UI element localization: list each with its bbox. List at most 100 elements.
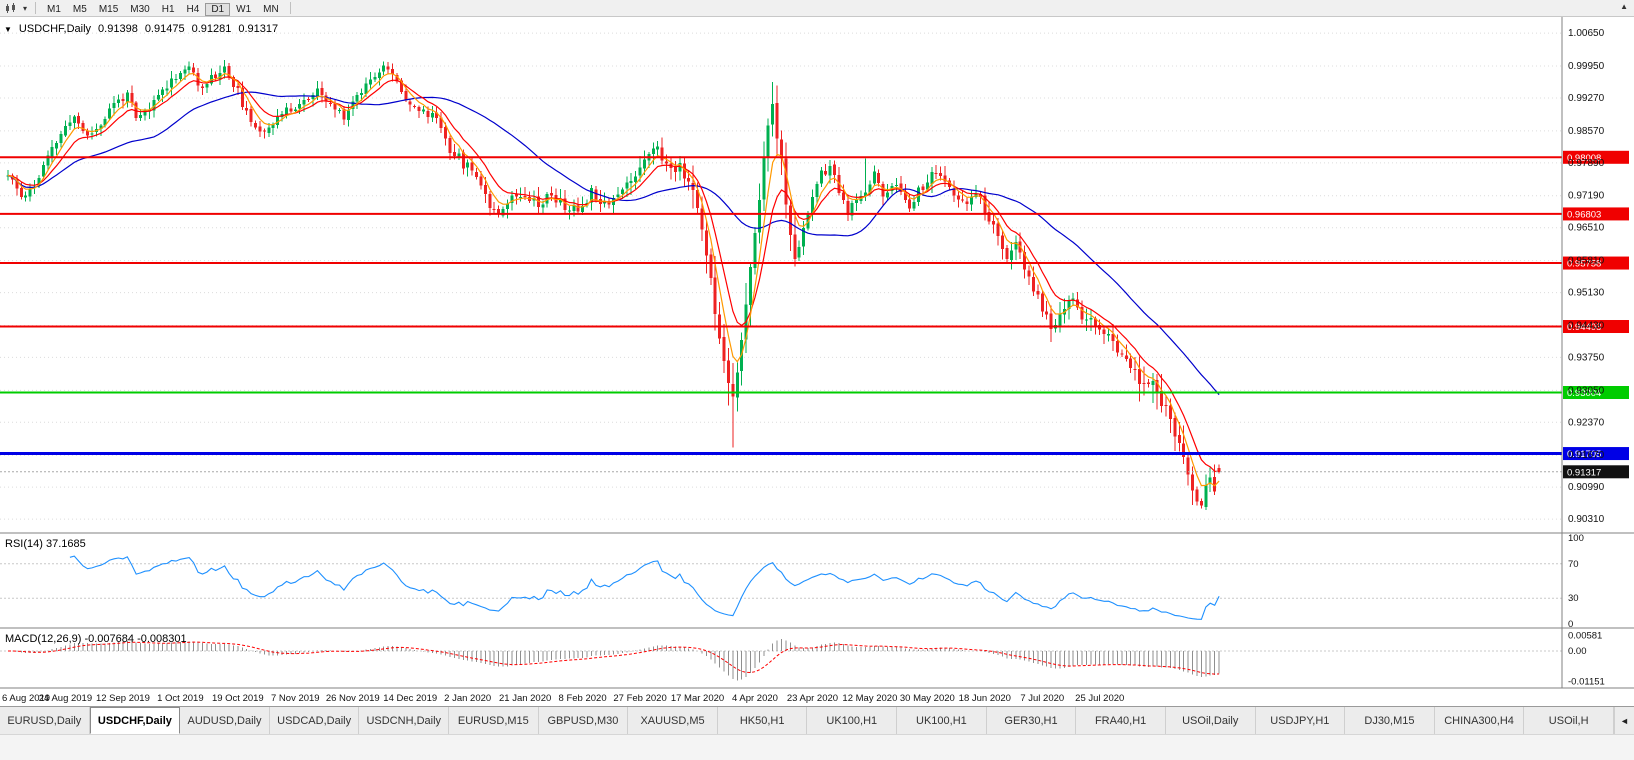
ema5-line[interactable] [7,72,1220,487]
hline-price-tag[interactable] [1563,447,1629,461]
rsi-axis-label: 100 [1568,533,1584,544]
main-price-panel [0,32,1562,520]
current-price-tag [1563,465,1629,479]
date-axis-label: 24 Aug 2019 [39,693,92,704]
date-axis-label: 12 Sep 2019 [96,693,150,704]
ohlc-close: 0.91317 [238,23,279,35]
price-axis-label: 0.95130 [1568,288,1605,299]
chart-tab[interactable]: FRA40,H1 [1076,707,1166,734]
price-axis-label: 0.94430 [1568,320,1605,331]
date-axis-label: 1 Oct 2019 [157,693,203,704]
date-axis[interactable] [0,688,1562,706]
chart-canvas[interactable]: 0.98008 0.96803 0.95758 0.94408 0.93004 0.917… [0,17,1634,706]
price-axis-label: 0.93050 [1568,385,1605,396]
ohlc-high: 0.91475 [144,23,185,35]
date-axis-label: 27 Feb 2020 [613,693,666,704]
horizontal-lines-layer [0,156,1562,456]
chart-type-caret-icon[interactable]: ▾ [23,3,28,13]
ohlc-open: 0.91398 [98,23,138,35]
chart-symbol-period: USDCHF,Daily [18,23,92,35]
rsi-axis-label: 30 [1568,593,1579,604]
price-axis-label: 0.93750 [1568,352,1605,363]
toolbar-separator [35,2,37,14]
tab-scroll-left-icon[interactable]: ◄ [1614,707,1634,734]
timeframe-button-M15[interactable]: M15 [98,4,119,15]
rsi-indicator-label: RSI(14) 37.1685 [5,538,86,550]
timeframe-button-H4[interactable]: H4 [186,4,200,15]
date-axis-label: 12 May 2020 [842,693,897,704]
hline-price-tag-text: 0.93004 [1567,388,1601,399]
price-axis-label: 0.97890 [1568,158,1605,169]
timeframe-button-MN[interactable]: MN [263,4,279,15]
chart-tab[interactable]: EURUSD,Daily [0,707,90,734]
toolbar-separator [289,2,291,14]
ema10-line[interactable] [7,76,1220,472]
chart-tab[interactable]: USDCNH,Daily [359,707,450,734]
price-axis-label: 1.00650 [1568,28,1605,39]
macd-axis-label: 0.00 [1568,646,1587,657]
hline-price-tag-text: 0.94408 [1567,322,1601,333]
chart-tab[interactable]: GBPUSD,M30 [538,707,629,734]
rsi-axis-label: 0 [1568,619,1573,630]
chart-tab[interactable]: XAUUSD,M5 [628,707,718,734]
collapse-icon[interactable]: ▼ [4,24,12,34]
candlestick-chart-icon[interactable] [3,1,20,16]
hline-price-tag-text: 0.95758 [1567,259,1601,270]
sma34-line[interactable] [7,91,1220,396]
price-axis-label: 0.98570 [1568,126,1605,137]
price-axis-label: 0.99270 [1568,93,1605,104]
hline-price-tag-text: 0.96803 [1567,209,1601,220]
date-axis-label: 14 Dec 2019 [383,693,437,704]
hline-price-tag[interactable] [1563,256,1629,270]
date-axis-label: 19 Oct 2019 [212,693,264,704]
chart-tab[interactable]: HK50,H1 [717,707,808,734]
price-axis-label: 0.96510 [1568,223,1605,234]
timeframe-button-D1[interactable]: D1 [205,3,231,16]
price-axis-label: 0.92370 [1568,417,1605,428]
macd-indicator-label: MACD(12,26,9) -0.007684 -0.008301 [5,633,187,645]
price-axis-label: 0.90310 [1568,514,1605,525]
chart-tab[interactable]: USDCHF,Daily [89,707,181,734]
price-chart-svg[interactable]: 0.98008 0.96803 0.95758 0.94408 0.93004 0.917… [0,17,1634,706]
chart-tab[interactable]: USOil,H [1524,707,1614,734]
date-axis-label: 7 Nov 2019 [271,693,320,704]
timeframe-button-M30[interactable]: M30 [130,4,150,15]
candles-layer [6,60,1221,511]
chart-tab[interactable]: AUDUSD,Daily [180,707,270,734]
timeframe-button-M1[interactable]: M1 [47,4,61,15]
hline-price-tag-text: 0.98008 [1567,153,1601,164]
chart-tab[interactable]: EURUSD,M15 [449,707,539,734]
current-price-tag-text: 0.91317 [1567,467,1601,478]
chart-tab[interactable]: DJ30,M15 [1345,707,1435,734]
moving-averages-layer [7,72,1220,487]
price-axis-label: 0.90990 [1568,482,1605,493]
hline-price-tag[interactable] [1563,150,1629,164]
price-axis[interactable] [1562,17,1634,688]
hline-price-tag[interactable] [1563,320,1629,334]
chart-tab[interactable]: GER30,H1 [986,707,1077,734]
price-tags-layer: 0.98008 0.96803 0.95758 0.94408 0.93004 0.917… [1563,150,1629,479]
date-axis-label: 26 Nov 2019 [326,693,380,704]
hline-price-tag[interactable] [1563,207,1629,221]
rsi-axis-label: 70 [1568,559,1579,570]
toolbar-scroll-up-icon[interactable]: ▲ [1620,2,1628,11]
chart-tab[interactable]: USDJPY,H1 [1255,707,1346,734]
timeframe-button-H1[interactable]: H1 [161,4,175,15]
date-axis-label: 17 Mar 2020 [671,693,724,704]
status-bar [0,734,1634,760]
chart-tab[interactable]: CHINA300,H4 [1434,707,1525,734]
hline-price-tag[interactable] [1563,386,1629,400]
date-axis-label: 8 Feb 2020 [559,693,607,704]
chart-tab[interactable]: UK100,H1 [897,707,987,734]
chart-tab[interactable]: UK100,H1 [807,707,898,734]
chart-tab[interactable]: USOil,Daily [1165,707,1256,734]
timeframe-button-M5[interactable]: M5 [72,4,87,15]
chart-tabs-bar: EURUSD,Daily USDCHF,Daily AUDUSD,Daily USDC… [0,706,1634,734]
macd-signal-line [8,641,1220,675]
macd-axis-label: 0.00581 [1568,631,1602,642]
chart-tabs: EURUSD,Daily USDCHF,Daily AUDUSD,Daily USDC… [0,707,1614,734]
timeframe-button-W1[interactable]: W1 [236,4,252,15]
chart-tab[interactable]: USDCAD,Daily [269,707,360,734]
macd-histogram [11,639,1220,681]
